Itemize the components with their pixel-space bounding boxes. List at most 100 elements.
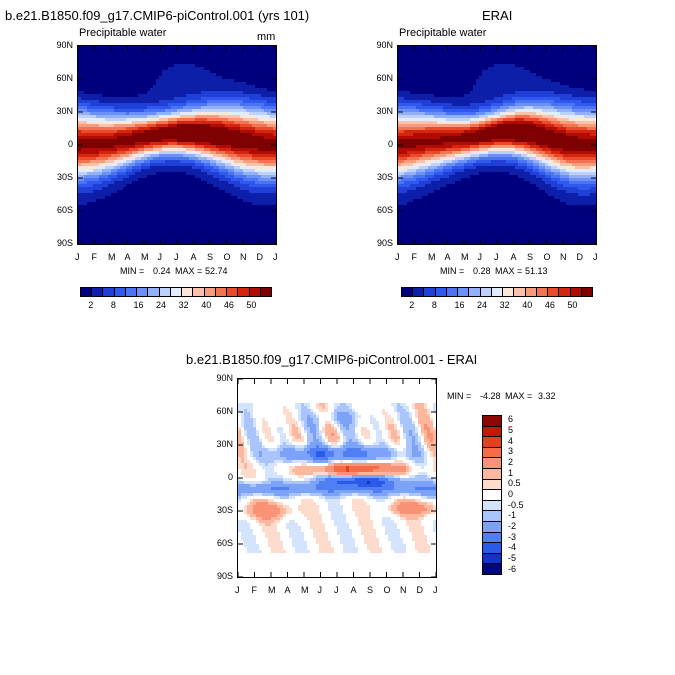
panel1-heatmap-cell [213,217,217,221]
panel1-heatmap-cell [93,208,97,212]
panel1-heatmap-cell [243,190,247,194]
panel1-heatmap-cell [108,172,112,176]
panel1-heatmap-cell [132,109,136,113]
panel1-heatmap-cell [267,151,271,155]
panel1-heatmap-cell [177,127,181,131]
panel1-heatmap-cell [84,67,88,71]
panel1-heatmap-cell [249,220,253,224]
panel1-heatmap-cell [90,193,94,197]
panel1-heatmap-cell [114,232,118,236]
panel1-heatmap-cell [174,94,178,98]
panel1-heatmap-cell [129,193,133,197]
panel1-heatmap-cell [117,142,121,146]
panel1-heatmap-cell [144,139,148,143]
panel1-heatmap-cell [219,172,223,176]
panel1-heatmap-cell [168,142,172,146]
panel1-heatmap-cell [165,235,169,239]
panel1-heatmap-cell [144,229,148,233]
panel1-heatmap-cell [246,205,250,209]
panel1-heatmap-cell [249,64,253,68]
panel2-heatmap-cell [476,58,480,62]
panel1-heatmap-cell [93,142,97,146]
panel1-heatmap-cell [210,100,214,104]
panel1-heatmap-cell [138,94,142,98]
panel1-heatmap-cell [231,172,235,176]
panel2-heatmap-cell [461,52,465,56]
panel1-heatmap-cell [255,220,259,224]
panel1-heatmap-cell [267,118,271,122]
panel1-heatmap-cell [96,169,100,173]
panel1-heatmap-cell [183,214,187,218]
panel1-heatmap-cell [144,94,148,98]
panel1-heatmap-cell [102,211,106,215]
panel1-heatmap-cell [129,130,133,134]
panel2-heatmap-cell [455,64,459,68]
panel1-heatmap-cell [273,145,276,149]
panel1-heatmap-cell [270,49,274,53]
panel1-heatmap-cell [255,79,259,83]
panel1-heatmap-cell [99,193,103,197]
panel1-heatmap-cell [213,190,217,194]
panel1-heatmap-cell [117,64,121,68]
panel1-heatmap-cell [171,202,175,206]
panel1-heatmap-cell [222,181,226,185]
panel1-heatmap-cell [240,106,244,110]
panel2-plot-area [397,45,597,245]
panel1-heatmap-cell [96,55,100,59]
panel1-heatmap-cell [84,49,88,53]
panel1-heatmap-cell [81,175,85,179]
panel1-heatmap-cell [168,238,172,242]
panel1-heatmap-cell [189,196,193,200]
panel2-heatmap-cell [536,58,540,62]
panel2-heatmap-cell [536,67,540,71]
panel1-heatmap-cell [126,118,130,122]
panel1-heatmap-cell [159,193,163,197]
panel2-heatmap-cell [419,70,423,74]
panel2-heatmap-cell [518,55,522,59]
panel1-heatmap-cell [120,220,124,224]
panel1-heatmap-cell [255,88,259,92]
panel1-heatmap-cell [264,49,268,53]
colorbar-swatch [81,288,93,296]
panel1-heatmap-cell [102,196,106,200]
panel1-heatmap-cell [243,172,247,176]
panel1-heatmap-cell [126,133,130,137]
panel1-heatmap-cell [111,163,115,167]
panel1-heatmap-cell [267,127,271,131]
panel1-heatmap-cell [105,175,109,179]
panel1-heatmap-cell [135,181,139,185]
panel1-heatmap-cell [186,217,190,221]
panel1-heatmap-cell [156,178,160,182]
panel1-heatmap-cell [237,214,241,218]
panel2-heatmap-cell [521,55,525,59]
panel1-heatmap-cell [165,52,169,56]
panel2-heatmap-cell [569,61,573,65]
panel1-heatmap-cell [84,127,88,131]
panel1-heatmap-cell [195,232,199,236]
panel1-heatmap-cell [129,85,133,89]
panel1-heatmap-cell [117,208,121,212]
panel1-heatmap-cell [123,124,127,128]
panel1-heatmap-cell [117,55,121,59]
panel1-heatmap-cell [216,94,220,98]
panel1-heatmap-cell [207,97,211,101]
panel1-heatmap-cell [144,148,148,152]
panel1-heatmap-cell [99,187,103,191]
panel1-heatmap-cell [267,136,271,140]
panel1-heatmap-cell [81,178,85,182]
panel1-heatmap-cell [81,157,85,161]
panel1-heatmap-cell [192,220,196,224]
panel1-heatmap-cell [234,49,238,53]
panel1-heatmap-cell [207,148,211,152]
panel2-heatmap-cell [419,55,423,59]
panel1-heatmap-cell [102,181,106,185]
panel1-heatmap-cell [105,196,109,200]
panel1-heatmap-cell [177,97,181,101]
panel1-heatmap-cell [162,169,166,173]
panel1-heatmap-cell [189,130,193,134]
panel1-heatmap-cell [87,97,91,101]
panel2-heatmap-cell [587,52,591,56]
panel1-heatmap-cell [213,94,217,98]
panel1-heatmap-cell [234,199,238,203]
panel1-heatmap-cell [270,202,274,206]
